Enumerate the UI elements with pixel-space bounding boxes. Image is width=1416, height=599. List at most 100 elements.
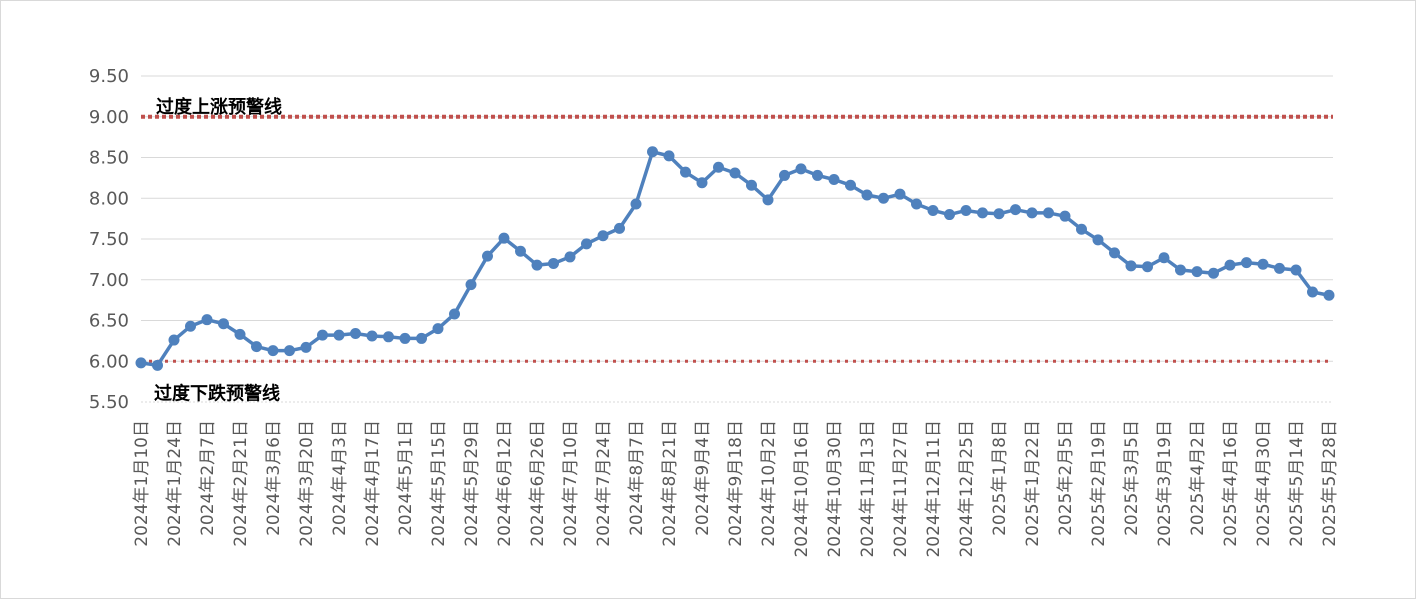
- data-point: [564, 251, 576, 263]
- data-point: [762, 194, 774, 206]
- x-tick-label: 2024年10月2日: [759, 420, 779, 547]
- data-point: [284, 345, 295, 357]
- upper-warning-label: 过度上涨预警线: [156, 96, 282, 118]
- x-tick-label: 2025年3月19日: [1155, 420, 1175, 547]
- data-point: [1125, 260, 1137, 272]
- x-tick-label: 2024年4月3日: [330, 420, 350, 536]
- data-point: [1307, 286, 1318, 298]
- data-point: [993, 208, 1005, 220]
- data-point: [548, 257, 559, 269]
- data-point: [185, 320, 196, 332]
- data-point: [1224, 259, 1236, 271]
- x-tick-label: 2025年4月30日: [1254, 420, 1274, 547]
- data-point: [911, 198, 922, 210]
- x-tick-label: 2024年4月17日: [363, 420, 383, 547]
- x-tick-label: 2024年2月7日: [198, 420, 218, 536]
- data-point: [894, 188, 906, 200]
- data-point: [614, 222, 625, 234]
- data-point: [267, 345, 279, 357]
- data-point: [746, 179, 757, 191]
- data-point: [300, 341, 312, 353]
- x-tick-label: 2024年12月11日: [924, 420, 944, 558]
- data-point: [927, 204, 939, 216]
- data-point: [878, 192, 889, 204]
- data-point: [1059, 210, 1071, 222]
- data-point: [366, 330, 378, 342]
- x-tick-label: 2025年3月5日: [1122, 420, 1142, 536]
- x-tick-label: 2024年12月25日: [957, 420, 977, 558]
- data-point: [1026, 207, 1038, 219]
- x-tick-label: 2025年1月8日: [990, 420, 1010, 536]
- x-tick-label: 2025年5月28日: [1320, 420, 1340, 547]
- x-tick-label: 2024年8月21日: [660, 420, 680, 547]
- data-point: [1092, 234, 1104, 246]
- warning-lines: [141, 114, 1333, 363]
- data-point: [201, 314, 213, 326]
- data-point: [1175, 264, 1186, 276]
- y-axis-tick-labels: 5.50 6.00 6.50 7.00 7.50 8.00 8.50 9.00 9.50: [89, 66, 129, 413]
- data-point: [465, 279, 477, 291]
- data-point: [597, 230, 609, 242]
- data-point: [647, 146, 658, 158]
- x-tick-label: 2024年11月27日: [891, 420, 911, 558]
- x-tick-label: 2024年6月12日: [495, 420, 515, 547]
- y-tick-label: 7.50: [89, 229, 129, 250]
- x-tick-label: 2024年3月20日: [297, 420, 317, 547]
- y-tick-label: 8.50: [89, 148, 129, 169]
- data-point: [663, 150, 675, 162]
- data-point: [350, 328, 361, 340]
- lower-warning-label: 过度下跌预警线: [154, 382, 280, 404]
- data-point: [449, 308, 460, 320]
- y-tick-label: 5.50: [89, 392, 129, 413]
- x-tick-label: 2024年5月29日: [462, 420, 482, 547]
- data-point: [515, 245, 526, 257]
- x-tick-label: 2024年11月13日: [858, 420, 878, 558]
- x-tick-label: 2024年9月4日: [693, 420, 713, 536]
- data-point: [432, 323, 444, 335]
- x-tick-label: 2024年5月1日: [396, 420, 416, 536]
- x-tick-label: 2024年5月15日: [429, 420, 449, 547]
- data-point: [1241, 257, 1252, 269]
- data-point: [531, 259, 543, 271]
- data-point: [1257, 258, 1269, 270]
- x-tick-label: 2025年5月14日: [1287, 420, 1307, 547]
- y-tick-label: 6.50: [89, 311, 129, 332]
- y-tick-label: 9.50: [89, 66, 129, 87]
- data-point: [861, 189, 873, 201]
- data-point: [581, 238, 592, 250]
- data-point: [1010, 204, 1021, 216]
- data-point: [729, 167, 741, 179]
- x-tick-label: 2024年9月18日: [726, 420, 746, 547]
- data-point: [1191, 266, 1203, 278]
- data-point: [1208, 267, 1219, 279]
- data-point: [1290, 264, 1302, 276]
- data-point: [498, 232, 510, 244]
- price-series: [135, 146, 1335, 371]
- x-tick-label: 2024年6月26日: [528, 420, 548, 547]
- x-tick-label: 2024年1月24日: [165, 420, 185, 547]
- y-tick-label: 9.00: [89, 107, 129, 128]
- data-point: [317, 329, 328, 341]
- data-point: [333, 329, 345, 341]
- data-point: [1109, 247, 1120, 259]
- data-point: [828, 174, 840, 186]
- x-tick-label: 2024年7月24日: [594, 420, 614, 547]
- data-point: [944, 209, 955, 221]
- x-tick-label: 2024年2月21日: [231, 420, 251, 547]
- data-point: [1142, 261, 1153, 273]
- x-tick-label: 2024年10月16日: [792, 420, 812, 558]
- data-point: [135, 357, 147, 369]
- data-point: [977, 207, 988, 219]
- y-tick-label: 7.00: [89, 270, 129, 291]
- data-point: [713, 161, 724, 173]
- data-point: [218, 318, 229, 330]
- data-point: [845, 179, 856, 191]
- x-tick-label: 2025年4月16日: [1221, 420, 1241, 547]
- data-point: [399, 332, 411, 344]
- x-tick-label: 2024年3月6日: [264, 420, 284, 536]
- data-point: [1043, 207, 1054, 219]
- data-point: [630, 198, 642, 210]
- data-point: [1323, 289, 1335, 301]
- data-point: [1076, 223, 1087, 235]
